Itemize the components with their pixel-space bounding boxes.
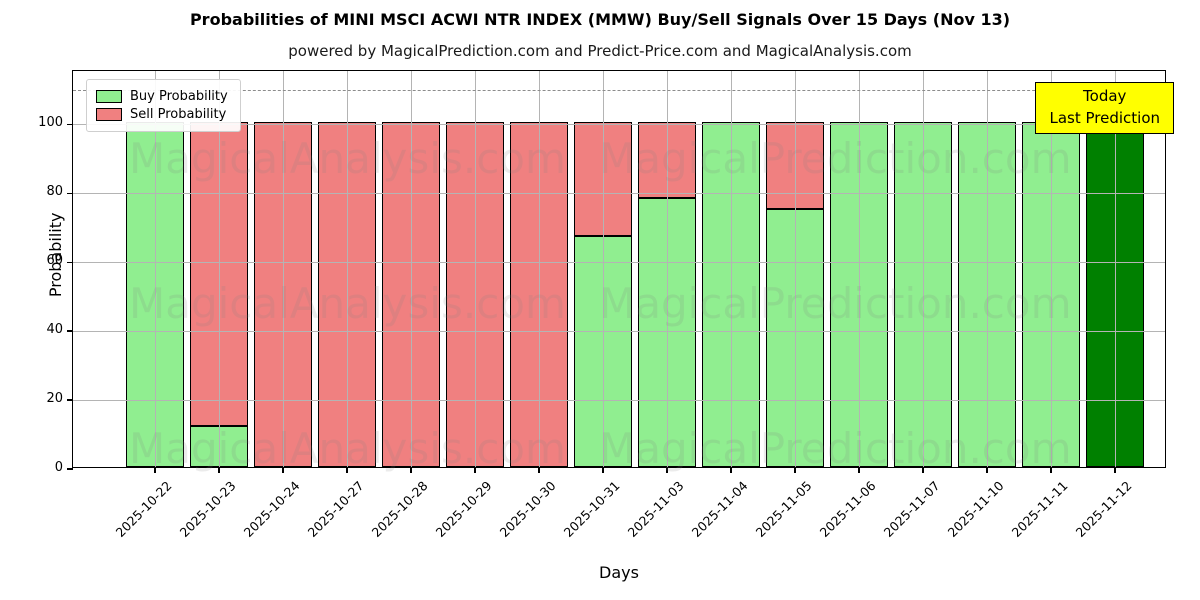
x-gridline <box>859 71 860 467</box>
today-annotation-line2: Last Prediction <box>1049 108 1160 127</box>
x-tick-mark <box>538 467 540 473</box>
chart-title: Probabilities of MINI MSCI ACWI NTR INDE… <box>189 10 1011 29</box>
today-annotation: Today Last Prediction <box>1035 82 1174 134</box>
x-gridline <box>411 71 412 467</box>
buy-swatch-icon <box>96 90 122 103</box>
x-tick-mark <box>1114 467 1116 473</box>
y-tick-label: 40 <box>46 322 63 338</box>
x-gridline <box>795 71 796 467</box>
y-gridline <box>73 331 1165 333</box>
y-tick-label: 80 <box>46 184 63 200</box>
y-tick-mark <box>67 468 73 470</box>
x-gridline <box>219 71 220 467</box>
x-tick-mark <box>282 467 284 473</box>
legend-item-sell: Sell Probability <box>96 107 228 122</box>
x-gridline <box>347 71 348 467</box>
x-tick-mark <box>986 467 988 473</box>
x-tick-mark <box>922 467 924 473</box>
y-tick-mark <box>67 399 73 401</box>
y-axis-label: Probability <box>45 212 65 298</box>
y-gridline <box>73 193 1165 195</box>
x-gridline <box>155 71 156 467</box>
y-tick-mark <box>67 261 73 263</box>
y-tick-mark <box>67 192 73 195</box>
x-gridline <box>923 71 924 467</box>
x-tick-mark <box>218 467 220 473</box>
legend-item-buy: Buy Probability <box>96 89 228 104</box>
x-gridline <box>667 71 668 467</box>
y-tick-label: 20 <box>46 391 63 407</box>
today-annotation-line1: Today <box>1083 87 1127 105</box>
x-tick-mark <box>154 467 156 473</box>
x-gridline <box>1051 71 1052 467</box>
x-gridline <box>475 71 476 467</box>
x-tick-mark <box>1050 467 1052 473</box>
sell-swatch-icon <box>96 108 122 121</box>
legend: Buy Probability Sell Probability <box>86 79 241 132</box>
x-tick-mark <box>346 467 348 473</box>
x-gridline <box>283 71 284 467</box>
plot-area: MagicalAnalysis.comMagicalPrediction.com… <box>38 70 1174 582</box>
y-gridline <box>73 124 1165 126</box>
x-gridline <box>731 71 732 467</box>
y-tick-label: 100 <box>38 115 63 131</box>
x-tick-mark <box>410 467 412 473</box>
y-tick-mark <box>67 123 73 126</box>
x-tick-mark <box>474 467 476 473</box>
x-gridline <box>603 71 604 467</box>
x-gridline <box>1115 71 1116 467</box>
x-tick-mark <box>794 467 796 473</box>
x-axis-label: Days <box>599 563 639 582</box>
x-tick-mark <box>730 467 732 473</box>
y-tick-label: 0 <box>54 460 63 475</box>
y-tick-label: 60 <box>46 253 63 269</box>
x-tick-mark <box>666 467 668 473</box>
x-tick-mark <box>602 467 604 473</box>
legend-label-sell: Sell Probability <box>130 107 227 122</box>
x-tick-mark <box>858 467 860 473</box>
y-tick-mark <box>67 330 73 332</box>
dashed-reference-line <box>73 89 1165 91</box>
legend-label-buy: Buy Probability <box>130 89 228 104</box>
x-gridline <box>539 71 540 467</box>
x-gridline <box>987 71 988 467</box>
y-gridline <box>73 400 1165 402</box>
y-gridline <box>73 262 1165 264</box>
chart-subtitle: powered by MagicalPrediction.com and Pre… <box>288 42 912 60</box>
